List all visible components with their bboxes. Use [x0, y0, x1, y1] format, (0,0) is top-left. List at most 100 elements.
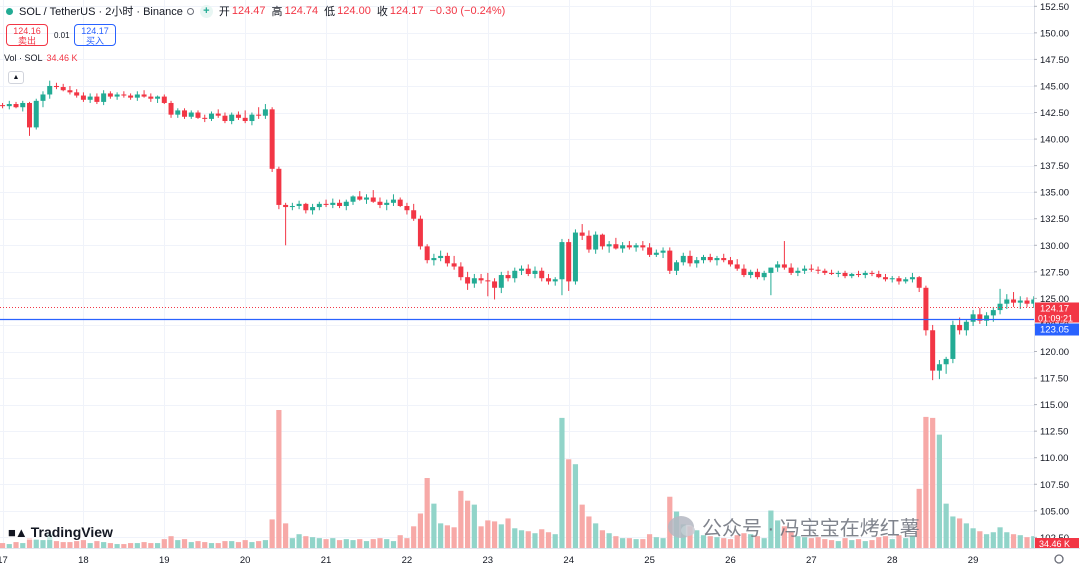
- volume-bar: [950, 516, 956, 548]
- volume-bar: [1004, 532, 1010, 548]
- candle-body: [492, 281, 498, 288]
- volume-legend[interactable]: Vol · SOL 34.46 K: [4, 53, 78, 63]
- candle: [519, 265, 525, 276]
- tradingview-logo[interactable]: ■▲ TradingView: [8, 524, 113, 540]
- volume-bar: [822, 539, 828, 548]
- volume-bar: [215, 543, 221, 548]
- market-status-icon[interactable]: [186, 7, 194, 15]
- low-value: 124.00: [337, 5, 371, 17]
- volume-bar: [188, 542, 194, 548]
- date-tick-label: 28: [887, 555, 898, 566]
- candle-body: [60, 87, 66, 91]
- candle-body: [882, 277, 888, 280]
- price-axis: 152.50 150.00 147.50 145.00 142.50 140.00 137.…: [1034, 0, 1080, 570]
- candle: [545, 273, 551, 285]
- candle: [87, 93, 93, 103]
- candle-body: [761, 272, 767, 278]
- volume-bar: [707, 536, 713, 548]
- candle-body: [242, 117, 248, 122]
- candle: [390, 194, 396, 206]
- date-tick-label: 24: [563, 555, 574, 566]
- candle-body: [411, 210, 417, 219]
- candle-body: [444, 255, 450, 264]
- candle: [768, 267, 774, 296]
- buy-button[interactable]: 124.17 买入: [74, 24, 116, 46]
- candle-body: [80, 95, 86, 100]
- volume-bar: [727, 539, 734, 548]
- price-tick-label: 120.00: [1040, 347, 1069, 358]
- volume-bar: [242, 540, 248, 548]
- line-price-label: 123.05: [1040, 325, 1069, 336]
- volume-bar: [620, 538, 626, 548]
- candle-body: [337, 202, 343, 206]
- candle-body: [390, 199, 396, 203]
- volume-bar: [795, 536, 801, 548]
- candle-body: [101, 93, 107, 102]
- candle: [498, 271, 504, 294]
- candle: [572, 229, 578, 285]
- candle-body: [1004, 299, 1010, 304]
- candle: [552, 277, 558, 286]
- tradingview-mark-icon: ■▲: [8, 524, 28, 540]
- candle-body: [316, 203, 322, 208]
- add-compare-icon[interactable]: +: [199, 4, 213, 18]
- candle-body: [930, 330, 936, 371]
- candle-body: [734, 264, 740, 269]
- candle: [323, 199, 329, 208]
- candle-body: [606, 244, 612, 247]
- candle: [404, 202, 410, 215]
- candle: [916, 276, 922, 293]
- candle-body: [950, 324, 956, 359]
- candle: [471, 273, 477, 288]
- candle-body: [168, 102, 174, 115]
- candle-body: [148, 96, 154, 99]
- candle: [310, 203, 316, 215]
- volume-bar: [721, 538, 727, 548]
- candle: [249, 112, 255, 126]
- candle-body: [802, 268, 808, 271]
- candle: [539, 267, 545, 282]
- candle-body: [525, 268, 531, 274]
- candle: [458, 262, 464, 281]
- candle-body: [997, 303, 1003, 311]
- symbol-title[interactable]: SOL / TetherUS · 2小时 · Binance: [19, 6, 183, 18]
- candle-body: [262, 109, 268, 116]
- candle-body: [107, 93, 113, 97]
- candle: [566, 238, 572, 291]
- sell-button[interactable]: 124.16 卖出: [6, 24, 48, 46]
- line-price-badge: [1035, 323, 1079, 336]
- volume-bar: [593, 523, 599, 548]
- collapse-legend-icon[interactable]: ▲: [8, 71, 24, 84]
- date-tick-label: 23: [483, 555, 494, 566]
- volume-bar: [700, 535, 707, 548]
- candle-body: [835, 272, 841, 274]
- candle: [330, 198, 336, 209]
- grid: [0, 0, 1034, 548]
- candle: [761, 270, 767, 281]
- sell-price: 124.16: [13, 26, 41, 36]
- candle: [235, 111, 241, 120]
- candle-body: [215, 113, 221, 116]
- candle: [694, 256, 700, 268]
- candle: [148, 93, 154, 102]
- candle-body: [916, 277, 922, 288]
- buy-price: 124.17: [81, 26, 109, 36]
- candle: [626, 241, 632, 250]
- date-tick-label: 27: [806, 555, 817, 566]
- settings-gear-icon[interactable]: [1054, 554, 1064, 564]
- volume-bar: [579, 504, 585, 548]
- volume-bar: [357, 539, 363, 548]
- volume-bar: [148, 543, 154, 548]
- candle-body: [667, 250, 673, 271]
- volume-bar: [559, 417, 565, 548]
- candle-body: [283, 204, 289, 208]
- candle: [20, 100, 26, 112]
- candle: [202, 114, 208, 123]
- candle: [674, 260, 680, 276]
- volume-bar: [370, 539, 376, 548]
- volume-bar: [74, 541, 80, 548]
- volume-bar: [586, 516, 592, 548]
- date-tick-label: 29: [968, 555, 979, 566]
- candle: [505, 270, 511, 282]
